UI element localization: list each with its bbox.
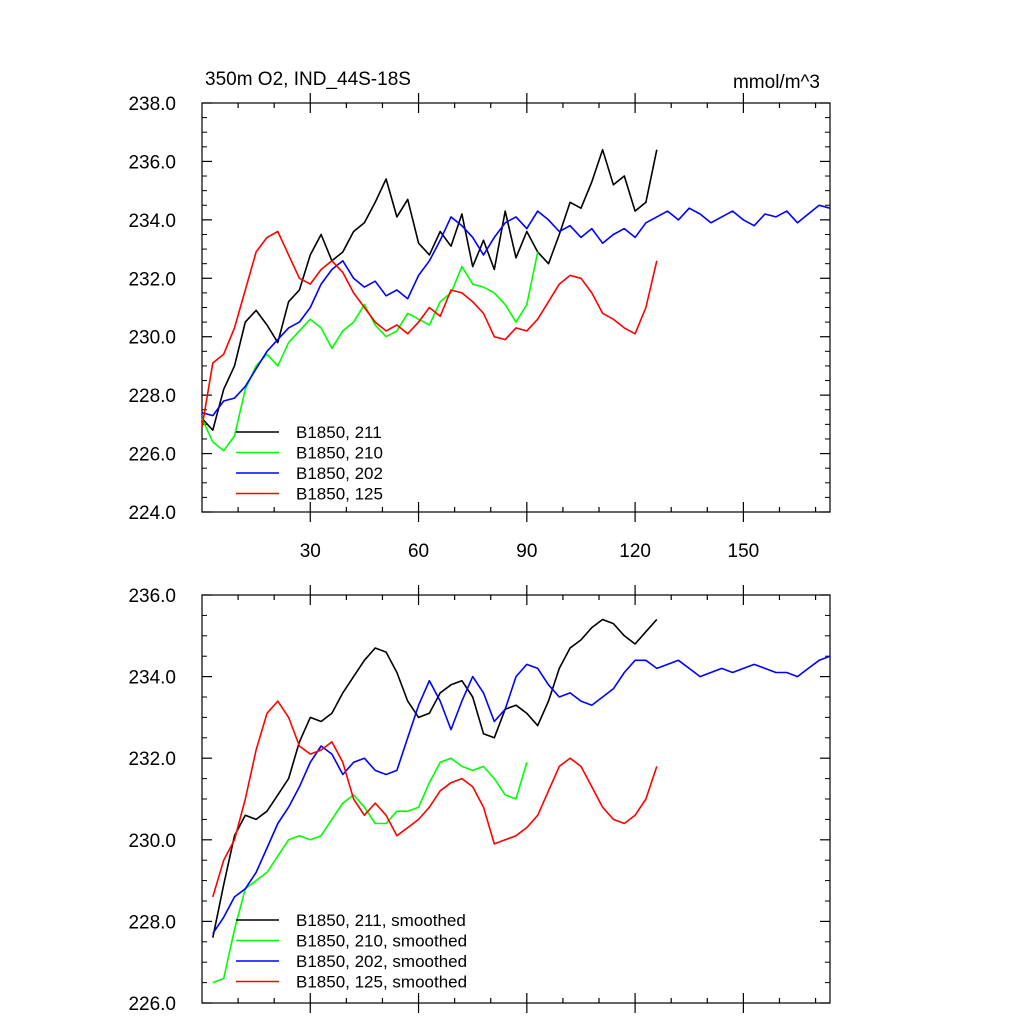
y-tick-label: 232.0 bbox=[128, 749, 176, 770]
legend-label: B1850, 202, smoothed bbox=[296, 952, 467, 971]
series-line bbox=[201, 251, 539, 452]
y-tick-label: 226.0 bbox=[128, 994, 176, 1015]
units-label: mmol/m^3 bbox=[733, 72, 820, 93]
chart-bottom: 226.0 228.0 230.0 232.0 234.0 236.0 B1850, 211… bbox=[128, 585, 831, 1015]
legend-label: B1850, 210 bbox=[296, 444, 383, 463]
legend-label: B1850, 211, smoothed bbox=[296, 911, 466, 930]
x-tick-label: 90 bbox=[516, 541, 537, 562]
x-tick-label: 120 bbox=[619, 541, 651, 562]
y-tick-label: 228.0 bbox=[128, 912, 176, 933]
x-tick-label: 30 bbox=[300, 541, 321, 562]
y-tick-label: 224.0 bbox=[128, 503, 176, 524]
y-tick-label: 234.0 bbox=[128, 668, 176, 689]
legend-label: B1850, 211 bbox=[296, 423, 382, 442]
y-tick-label: 230.0 bbox=[128, 831, 176, 852]
chart-top: 350m O2, IND_44S-18S mmol/m^3 224.0 226.0… bbox=[128, 69, 831, 562]
chart-title: 350m O2, IND_44S-18S bbox=[205, 69, 411, 90]
legend-label: B1850, 202 bbox=[296, 464, 383, 483]
series-line bbox=[212, 700, 658, 898]
y-tick-label: 234.0 bbox=[128, 211, 176, 232]
y-tick-label: 236.0 bbox=[128, 152, 176, 173]
series-line bbox=[212, 757, 528, 984]
series-line bbox=[201, 204, 831, 417]
legend-label: B1850, 125, smoothed bbox=[296, 973, 467, 992]
y-tick-label: 232.0 bbox=[128, 269, 176, 290]
series-line bbox=[201, 230, 658, 428]
series-line bbox=[201, 148, 658, 432]
y-tick-label: 236.0 bbox=[128, 586, 176, 607]
series-line bbox=[212, 618, 658, 938]
x-tick-label: 150 bbox=[728, 541, 760, 562]
legend-label: B1850, 125 bbox=[296, 485, 383, 504]
y-tick-label: 228.0 bbox=[128, 386, 176, 407]
series-line bbox=[212, 655, 831, 935]
y-tick-label: 230.0 bbox=[128, 328, 176, 349]
x-tick-label: 60 bbox=[408, 541, 429, 562]
y-tick-label: 238.0 bbox=[128, 94, 176, 115]
legend-label: B1850, 210, smoothed bbox=[296, 932, 467, 951]
y-tick-label: 226.0 bbox=[128, 445, 176, 466]
